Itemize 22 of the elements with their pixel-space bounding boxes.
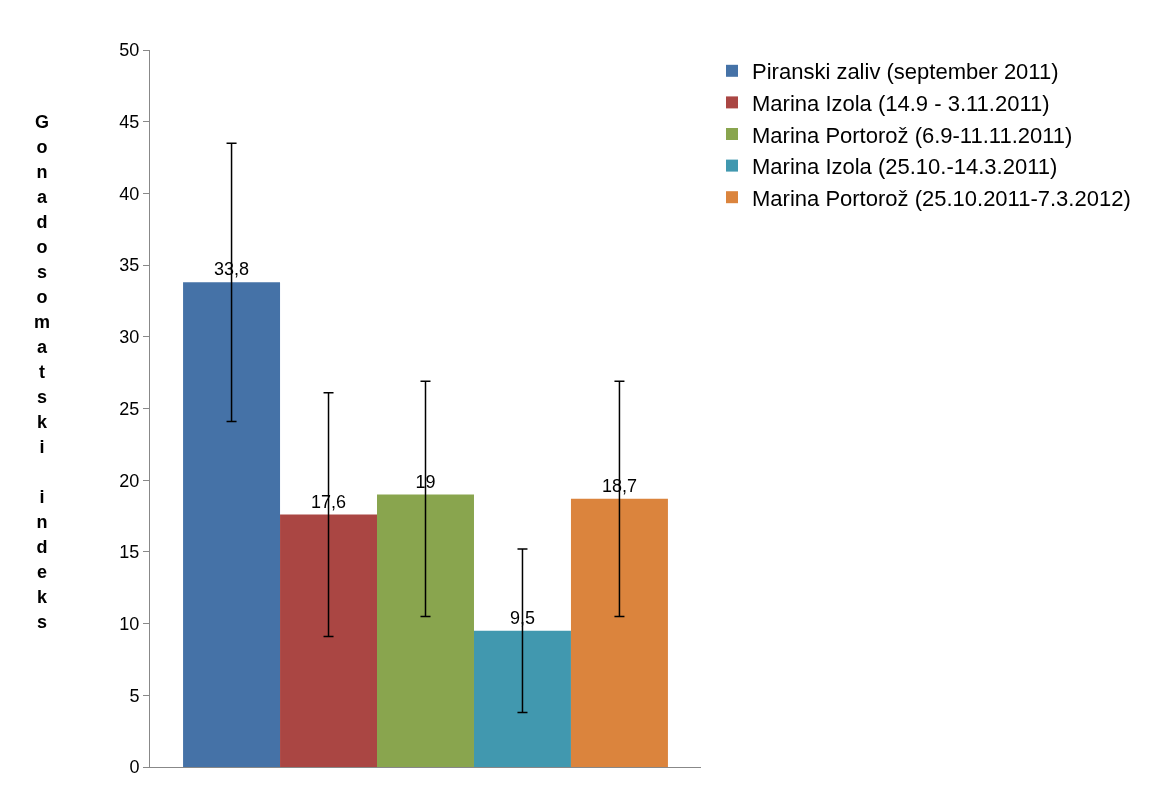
legend-label: Marina Portorož (6.9-11.11.2011)	[752, 122, 1073, 148]
bar	[377, 494, 474, 767]
y-tick-label: 50	[119, 40, 140, 61]
y-tick-label: 35	[119, 255, 140, 276]
y-tick-label: 30	[119, 327, 140, 348]
y-tick-label: 5	[129, 685, 140, 706]
legend-label: Marina Portorož (25.10.2011-7.3.2012)	[752, 185, 1131, 211]
y-tick-label: 15	[119, 542, 140, 563]
legend-label: Marina Izola (14.9 - 3.11.2011)	[752, 90, 1050, 116]
y-axis-title: Gonadosomatski indeks	[31, 112, 53, 637]
bar	[570, 498, 668, 767]
y-tick-label: 20	[119, 470, 140, 491]
y-tick-label: 25	[119, 398, 140, 419]
y-tick-label: 0	[129, 757, 140, 778]
y-tick-label: 10	[119, 613, 140, 634]
bar	[280, 514, 378, 767]
y-tick-label: 45	[119, 112, 140, 132]
legend-label: Piranski zaliv (september 2011)	[752, 59, 1059, 85]
legend-label: Marina Izola (25.10.-14.3.2011)	[752, 154, 1058, 180]
bar	[183, 282, 281, 767]
y-tick-label: 40	[119, 183, 140, 204]
bar	[473, 630, 571, 767]
